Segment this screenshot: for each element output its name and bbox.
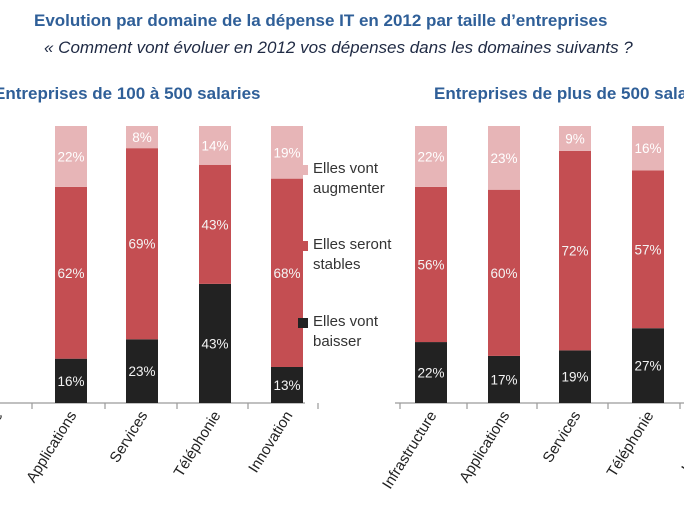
category-label: Téléphonie (604, 408, 658, 480)
category-label: Applications (23, 408, 80, 486)
bar-segment-baisser (559, 350, 591, 403)
data-label: 60% (490, 266, 517, 281)
data-label: 9% (565, 131, 585, 146)
data-label: 43% (201, 217, 228, 232)
data-label: 22% (417, 366, 444, 381)
data-label: 57% (634, 242, 661, 257)
bar-segment-augmenter (488, 126, 520, 190)
legend-item-stables: Elles seront stables (298, 235, 392, 275)
bar-segment-stables (271, 178, 303, 367)
bar-segment-stables (199, 164, 231, 284)
data-label: 23% (490, 151, 517, 166)
data-label: 56% (417, 258, 444, 273)
data-label: 16% (57, 374, 84, 389)
data-label: 23% (128, 364, 155, 379)
data-label: 62% (57, 266, 84, 281)
data-label: 14% (201, 138, 228, 153)
category-label: Innovation (245, 408, 296, 476)
bar-segment-stables (55, 186, 87, 359)
legend-label-line1: Elles seront (313, 236, 392, 253)
bar-segment-baisser (488, 355, 520, 403)
legend-item-augmenter: Elles vont augmenter (298, 159, 385, 199)
legend-swatch-baisser (298, 318, 308, 328)
legend-swatch-stables (298, 241, 308, 251)
category-label: Applications (456, 408, 513, 486)
group-title-large: Entreprises de plus de 500 salaries (434, 84, 684, 103)
legend-label-line1: Elles vont (313, 313, 379, 330)
bar-segment-baisser (199, 283, 231, 403)
bar-segment-augmenter (271, 126, 303, 179)
bar-segment-baisser (55, 358, 87, 403)
bar-segment-baisser (271, 366, 303, 403)
legend-swatch-augmenter (298, 165, 308, 175)
bar-segment-baisser (415, 342, 447, 403)
bar-segment-augmenter (126, 126, 158, 149)
bar-segment-stables (632, 170, 664, 329)
legend-label-line1: Elles vont (313, 160, 379, 177)
data-label: 13% (273, 378, 300, 393)
category-label: Téléphonie (171, 408, 225, 480)
bar-segment-stables (126, 148, 158, 340)
chart-title: Evolution par domaine de la dépense IT e… (34, 11, 608, 30)
data-label: 22% (417, 149, 444, 164)
category-label: Services (106, 408, 151, 466)
bar-segment-stables (415, 186, 447, 343)
bar-segment-augmenter (415, 126, 447, 187)
bar-segment-stables (488, 189, 520, 356)
category-label: Services (539, 408, 584, 466)
data-label: 19% (273, 145, 300, 160)
legend-item-baisser: Elles vont baisser (298, 312, 379, 352)
chart-subtitle: « Comment vont évoluer en 2012 vos dépen… (44, 38, 633, 57)
category-label: Infrastructure (0, 408, 6, 492)
group-title-small: Entreprises de 100 à 500 salaries (0, 84, 261, 103)
data-label: 17% (490, 372, 517, 387)
data-label: 22% (57, 149, 84, 164)
data-label: 8% (132, 130, 152, 145)
legend-label-line2: baisser (313, 333, 362, 350)
data-label: 19% (561, 370, 588, 385)
data-label: 68% (273, 266, 300, 281)
legend-label-line2: stables (313, 256, 361, 273)
bar-segment-stables (559, 150, 591, 351)
bar-segment-augmenter (199, 126, 231, 165)
bar-segment-baisser (632, 328, 664, 403)
data-label: 72% (561, 244, 588, 259)
bar-segment-augmenter (55, 126, 87, 187)
bar-segment-augmenter (632, 126, 664, 171)
category-label: Innovation (678, 408, 684, 476)
legend-label-line2: augmenter (313, 180, 385, 197)
data-label: 27% (634, 359, 661, 374)
data-label: 16% (634, 141, 661, 156)
data-label: 69% (128, 237, 155, 252)
data-label: 43% (201, 336, 228, 351)
bar-segment-baisser (126, 339, 158, 403)
bar-segment-augmenter (559, 126, 591, 151)
category-label: Infrastructure (379, 408, 440, 492)
